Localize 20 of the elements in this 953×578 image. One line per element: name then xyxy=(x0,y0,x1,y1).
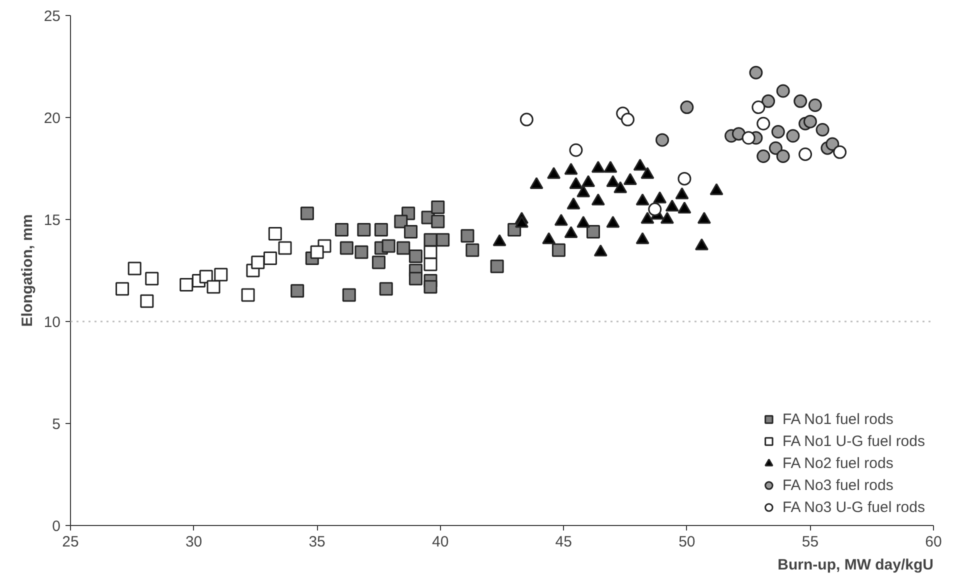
legend-label: FA No1 fuel rods xyxy=(782,410,894,428)
y-tick-label: 5 xyxy=(52,416,60,433)
x-tick-label: 40 xyxy=(432,534,449,550)
x-tick-label: 45 xyxy=(555,534,572,550)
x-tick-label: 55 xyxy=(802,534,819,550)
y-tick-label: 0 xyxy=(52,518,60,535)
x-tick-label: 30 xyxy=(185,534,202,550)
x-tick-label: 35 xyxy=(308,534,326,550)
x-tick-label: 50 xyxy=(678,534,696,550)
y-tick-label: 20 xyxy=(44,110,61,127)
y-tick-label: 10 xyxy=(44,314,61,331)
x-tick-label: 60 xyxy=(925,534,942,550)
legend-label: FA No3 U-G fuel rods xyxy=(782,498,925,516)
x-axis-title: Burn-up, MW day/kgU xyxy=(778,556,934,574)
legend-label: FA No2 fuel rods xyxy=(782,454,894,472)
y-axis-title: Elongation, mm xyxy=(18,214,36,327)
y-tick-label: 15 xyxy=(44,212,61,229)
legend-label: FA No3 fuel rods xyxy=(782,476,894,494)
y-tick-label: 25 xyxy=(44,8,61,25)
legend-label: FA No1 U-G fuel rods xyxy=(782,432,925,450)
